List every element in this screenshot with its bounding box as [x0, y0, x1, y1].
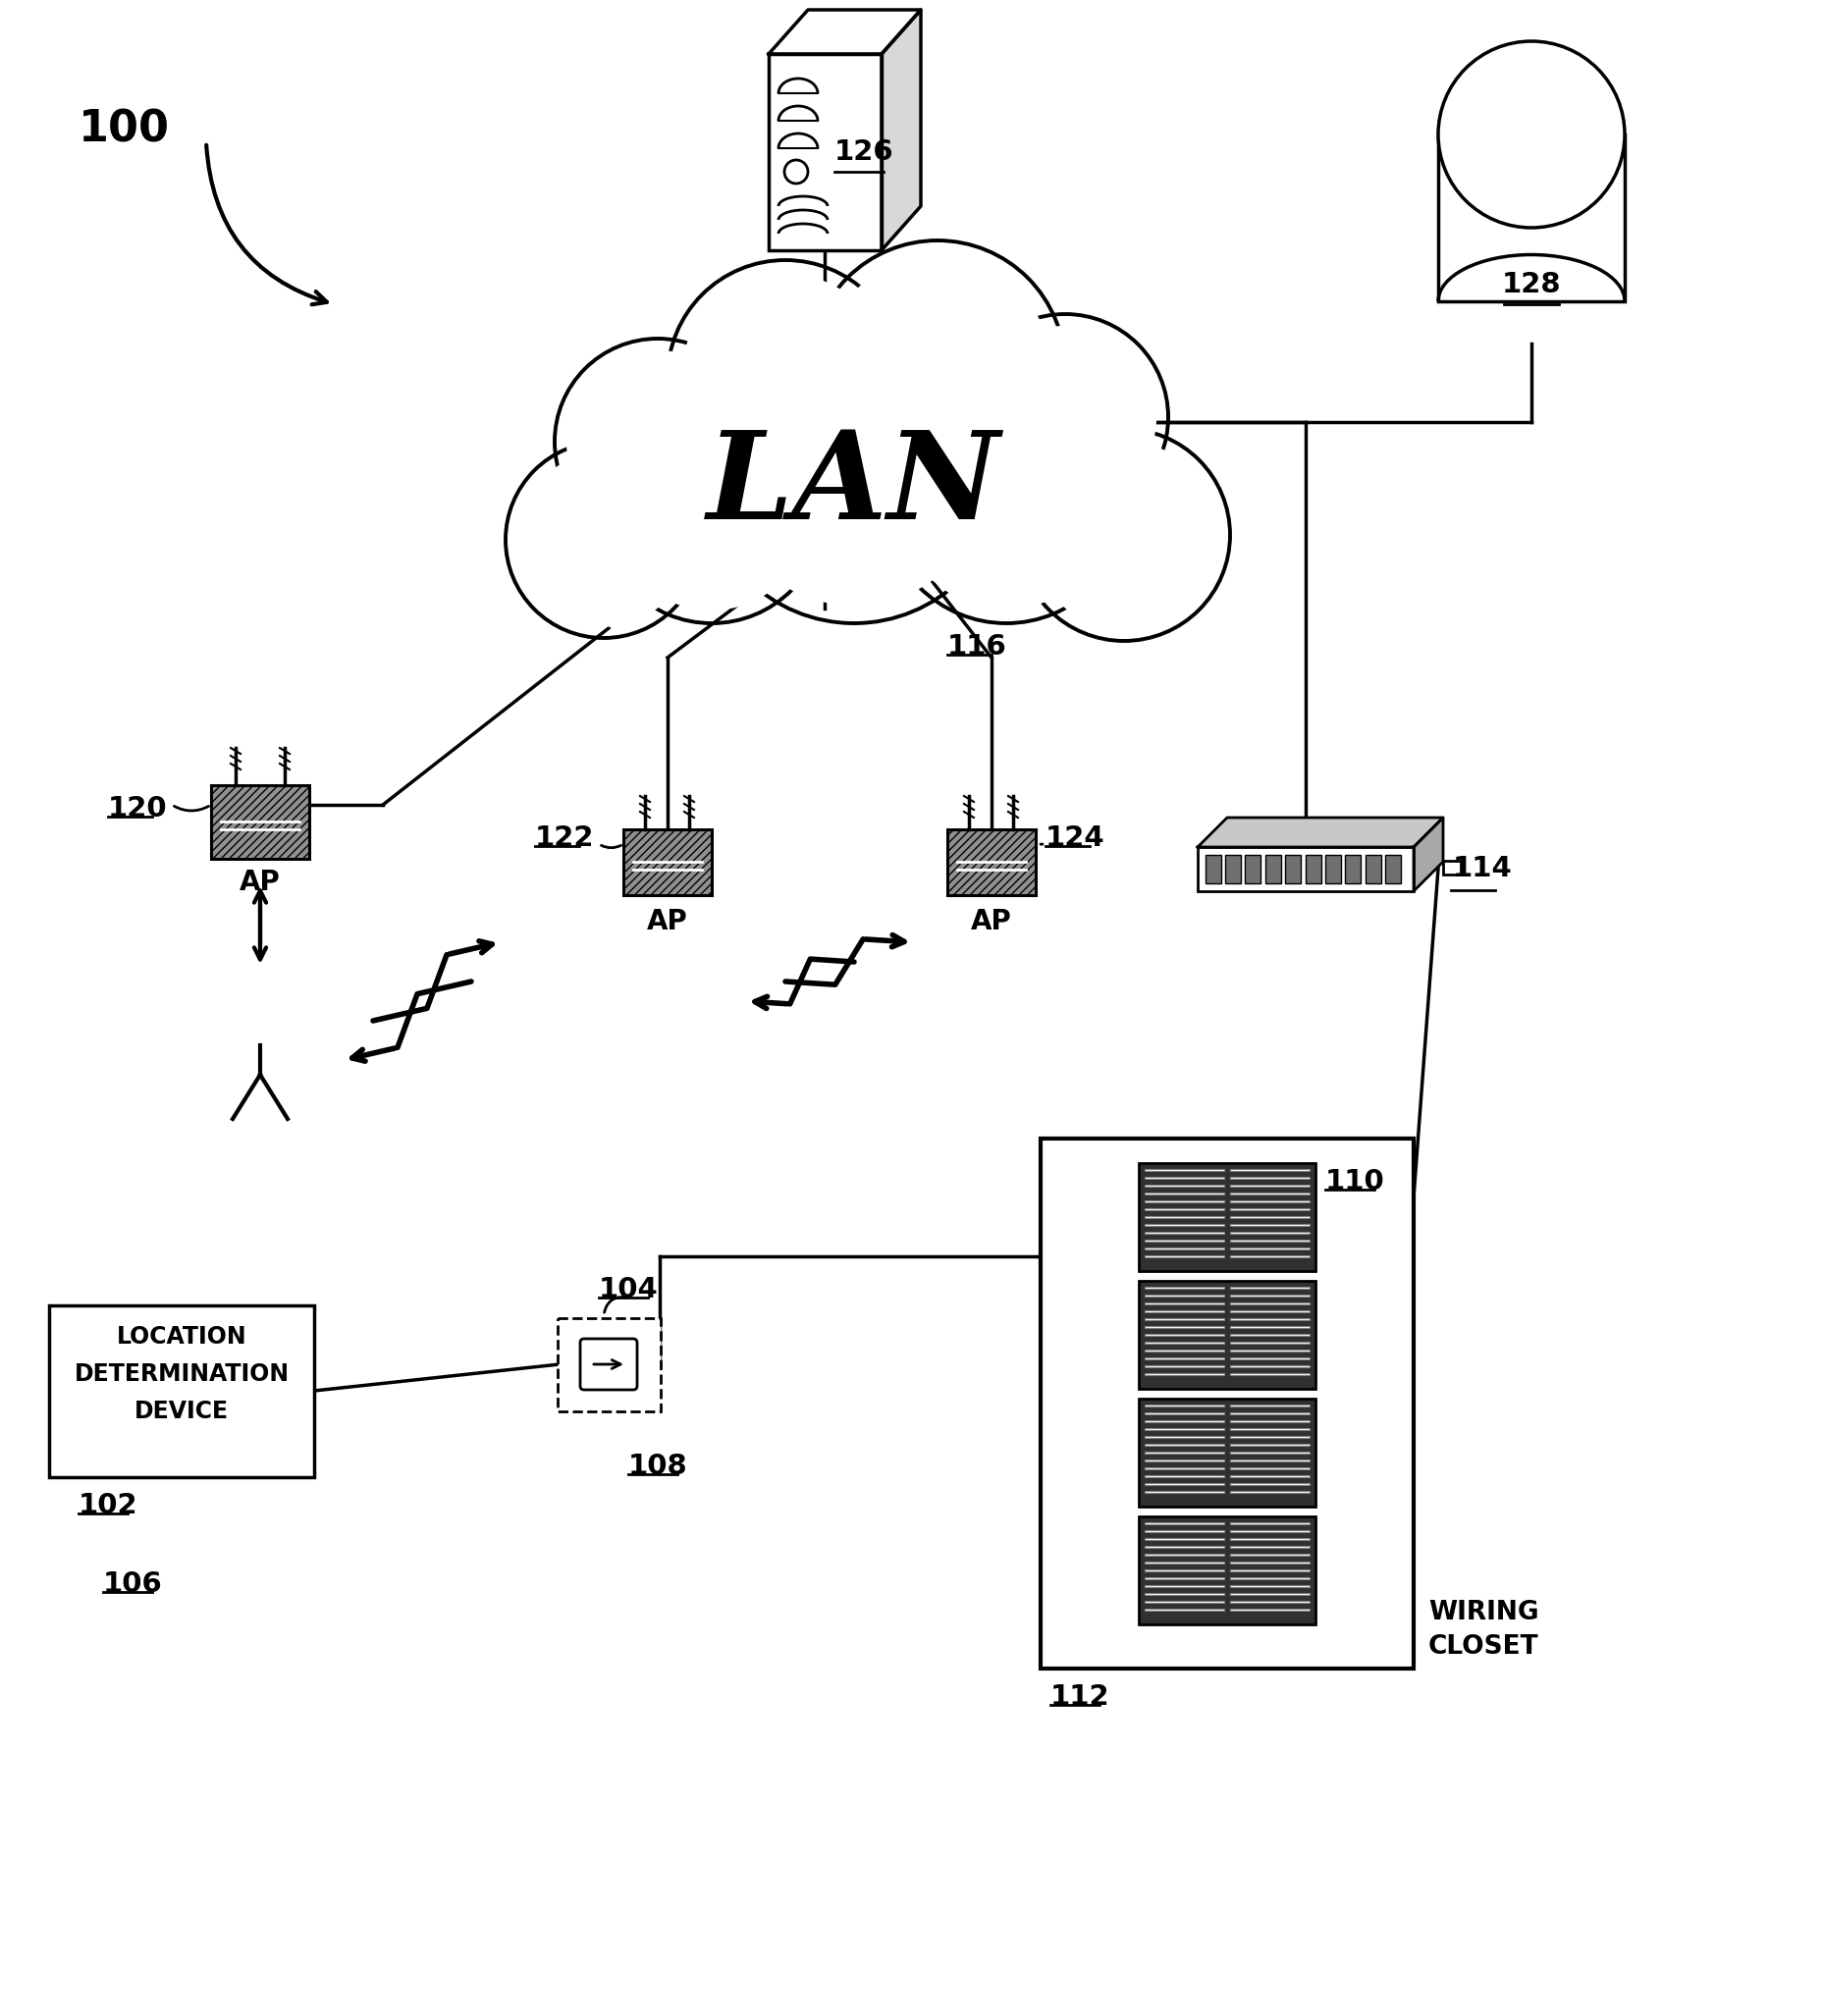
Text: WIRING: WIRING — [1427, 1601, 1539, 1625]
FancyBboxPatch shape — [1205, 855, 1221, 883]
FancyBboxPatch shape — [1138, 1163, 1314, 1270]
FancyBboxPatch shape — [580, 1339, 636, 1389]
Text: 108: 108 — [627, 1454, 687, 1480]
FancyBboxPatch shape — [1138, 1516, 1314, 1625]
FancyBboxPatch shape — [1265, 855, 1280, 883]
Text: 124: 124 — [1045, 825, 1105, 853]
Text: AP: AP — [239, 869, 281, 895]
Polygon shape — [767, 10, 921, 54]
FancyBboxPatch shape — [623, 829, 711, 895]
FancyBboxPatch shape — [1325, 855, 1340, 883]
FancyBboxPatch shape — [1243, 855, 1260, 883]
Circle shape — [973, 327, 1156, 508]
Circle shape — [897, 393, 1114, 609]
Text: 126: 126 — [833, 139, 893, 165]
Text: 128: 128 — [1500, 270, 1560, 298]
Circle shape — [505, 442, 702, 637]
Circle shape — [1437, 40, 1624, 228]
Text: 122: 122 — [534, 825, 594, 853]
Circle shape — [702, 319, 1006, 623]
Polygon shape — [881, 10, 921, 250]
FancyBboxPatch shape — [1285, 855, 1300, 883]
FancyBboxPatch shape — [1437, 135, 1624, 300]
Circle shape — [882, 377, 1128, 623]
Circle shape — [667, 260, 902, 496]
FancyBboxPatch shape — [1305, 855, 1320, 883]
Text: 110: 110 — [1325, 1167, 1384, 1195]
FancyBboxPatch shape — [1344, 855, 1360, 883]
Circle shape — [720, 337, 988, 605]
Text: 116: 116 — [946, 633, 1006, 661]
Text: DEVICE: DEVICE — [135, 1399, 228, 1423]
FancyBboxPatch shape — [946, 829, 1035, 895]
Polygon shape — [1198, 818, 1442, 847]
Text: AP: AP — [647, 907, 687, 935]
Text: LOCATION: LOCATION — [117, 1325, 246, 1349]
Circle shape — [1030, 442, 1216, 629]
FancyBboxPatch shape — [211, 784, 310, 859]
Text: 112: 112 — [1050, 1683, 1110, 1712]
FancyBboxPatch shape — [1384, 855, 1400, 883]
Text: 104: 104 — [598, 1276, 658, 1304]
Circle shape — [567, 351, 747, 532]
FancyBboxPatch shape — [1198, 847, 1413, 891]
Text: 114: 114 — [1453, 855, 1511, 883]
FancyBboxPatch shape — [1041, 1139, 1413, 1669]
Text: AP: AP — [970, 907, 1012, 935]
FancyBboxPatch shape — [1138, 1399, 1314, 1506]
Circle shape — [554, 339, 760, 544]
Circle shape — [613, 411, 811, 609]
Circle shape — [518, 454, 689, 627]
FancyBboxPatch shape — [49, 1306, 314, 1478]
FancyBboxPatch shape — [1138, 1280, 1314, 1389]
FancyBboxPatch shape — [1365, 855, 1380, 883]
Text: 100: 100 — [78, 109, 170, 149]
Text: 102: 102 — [78, 1492, 139, 1520]
Circle shape — [1446, 48, 1617, 220]
Text: CLOSET: CLOSET — [1427, 1635, 1539, 1659]
Circle shape — [809, 240, 1065, 496]
Text: LAN: LAN — [707, 425, 1001, 546]
FancyBboxPatch shape — [767, 54, 881, 250]
Text: 120: 120 — [108, 794, 168, 823]
FancyBboxPatch shape — [558, 1318, 660, 1411]
Circle shape — [824, 256, 1050, 480]
Circle shape — [682, 274, 888, 482]
FancyBboxPatch shape — [1442, 861, 1460, 875]
Polygon shape — [1413, 818, 1442, 891]
Circle shape — [1017, 429, 1229, 641]
Text: 106: 106 — [104, 1570, 162, 1599]
Text: DETERMINATION: DETERMINATION — [75, 1363, 290, 1385]
Circle shape — [598, 397, 824, 623]
Circle shape — [961, 314, 1167, 520]
FancyBboxPatch shape — [1225, 855, 1240, 883]
